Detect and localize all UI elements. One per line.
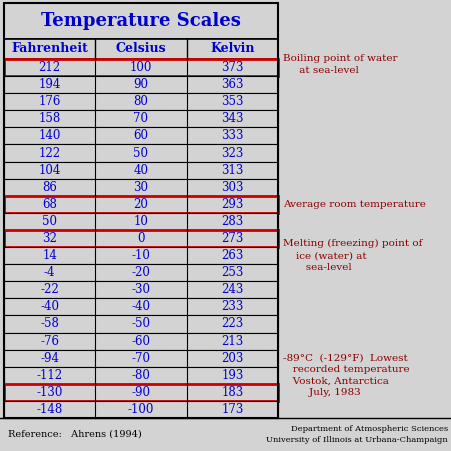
Text: 20: 20 (133, 198, 148, 211)
Text: 333: 333 (221, 129, 243, 143)
Text: -40: -40 (40, 300, 59, 313)
Bar (4, 350, 277, 367)
Text: -20: -20 (131, 266, 150, 279)
Text: Boiling point of water
     at sea-level: Boiling point of water at sea-level (282, 54, 396, 75)
Bar (4, 264, 277, 281)
Text: 68: 68 (42, 198, 57, 211)
Text: -130: -130 (37, 386, 63, 399)
Text: 14: 14 (42, 249, 57, 262)
Text: -100: -100 (128, 403, 154, 416)
Text: -60: -60 (131, 335, 150, 348)
Text: Reference:   Ahrens (1994): Reference: Ahrens (1994) (8, 430, 142, 439)
Bar (4, 213, 277, 230)
Text: 303: 303 (221, 181, 243, 194)
Text: 90: 90 (133, 78, 148, 91)
Bar (4, 3, 277, 418)
Text: -58: -58 (40, 318, 59, 331)
Text: 283: 283 (221, 215, 243, 228)
Text: 223: 223 (221, 318, 243, 331)
Text: Average room temperature: Average room temperature (282, 200, 425, 209)
Text: -40: -40 (131, 300, 150, 313)
Text: 313: 313 (221, 164, 243, 177)
Text: 233: 233 (221, 300, 243, 313)
Bar (4, 59, 277, 76)
Text: 122: 122 (38, 147, 60, 160)
Bar (4, 281, 277, 298)
Text: 30: 30 (133, 181, 148, 194)
Bar (4, 93, 277, 110)
Bar (4, 76, 277, 93)
Bar (4, 161, 277, 179)
Text: -50: -50 (131, 318, 150, 331)
Text: 194: 194 (38, 78, 61, 91)
Text: 183: 183 (221, 386, 243, 399)
Text: -70: -70 (131, 352, 150, 365)
Text: 86: 86 (42, 181, 57, 194)
Text: 343: 343 (221, 112, 243, 125)
Bar (4, 110, 277, 127)
Text: 100: 100 (129, 61, 152, 74)
Text: 60: 60 (133, 129, 148, 143)
Text: -94: -94 (40, 352, 59, 365)
Bar (4, 196, 277, 213)
Text: 363: 363 (221, 78, 243, 91)
Text: -90: -90 (131, 386, 150, 399)
Text: 50: 50 (133, 147, 148, 160)
Text: -112: -112 (37, 369, 63, 382)
Text: 50: 50 (42, 215, 57, 228)
Bar (4, 3, 277, 39)
Text: -148: -148 (37, 403, 63, 416)
Text: Celsius: Celsius (115, 42, 166, 55)
Text: 213: 213 (221, 335, 243, 348)
Bar (4, 367, 277, 384)
Text: -10: -10 (131, 249, 150, 262)
Bar (4, 230, 277, 247)
Text: 104: 104 (38, 164, 61, 177)
Text: Department of Atmospheric Sciences
University of Illinois at Urbana-Champaign: Department of Atmospheric Sciences Unive… (266, 425, 447, 444)
Text: 140: 140 (38, 129, 61, 143)
Bar (4, 298, 277, 315)
Text: Kelvin: Kelvin (210, 42, 254, 55)
Text: -80: -80 (131, 369, 150, 382)
Text: 193: 193 (221, 369, 243, 382)
Text: Temperature Scales: Temperature Scales (41, 12, 240, 30)
Text: 40: 40 (133, 164, 148, 177)
Text: 373: 373 (221, 61, 243, 74)
Text: 253: 253 (221, 266, 243, 279)
Text: -30: -30 (131, 283, 150, 296)
Text: 158: 158 (38, 112, 60, 125)
Text: -76: -76 (40, 335, 59, 348)
Text: 273: 273 (221, 232, 243, 245)
Text: 176: 176 (38, 95, 61, 108)
Text: 173: 173 (221, 403, 243, 416)
Bar (4, 315, 277, 332)
Bar (4, 127, 277, 144)
Text: 0: 0 (137, 232, 144, 245)
Text: -22: -22 (40, 283, 59, 296)
Text: 203: 203 (221, 352, 243, 365)
Text: 243: 243 (221, 283, 243, 296)
Bar (4, 39, 277, 59)
Bar (4, 332, 277, 350)
Text: Melting (freezing) point of
    ice (water) at
       sea-level: Melting (freezing) point of ice (water) … (282, 239, 421, 272)
Text: -89°C  (-129°F)  Lowest
   recorded temperature
   Vostok, Antarctica
        Ju: -89°C (-129°F) Lowest recorded temperatu… (282, 353, 409, 397)
Text: 10: 10 (133, 215, 148, 228)
Bar (4, 179, 277, 196)
Text: 263: 263 (221, 249, 243, 262)
Text: 293: 293 (221, 198, 243, 211)
Text: 80: 80 (133, 95, 148, 108)
Text: 70: 70 (133, 112, 148, 125)
Text: 353: 353 (221, 95, 243, 108)
Bar (4, 144, 277, 161)
Text: 323: 323 (221, 147, 243, 160)
Text: 32: 32 (42, 232, 57, 245)
Bar (4, 401, 277, 418)
Text: -4: -4 (44, 266, 55, 279)
Bar (4, 247, 277, 264)
Text: 212: 212 (38, 61, 60, 74)
Text: Fahrenheit: Fahrenheit (11, 42, 88, 55)
Bar (4, 384, 277, 401)
